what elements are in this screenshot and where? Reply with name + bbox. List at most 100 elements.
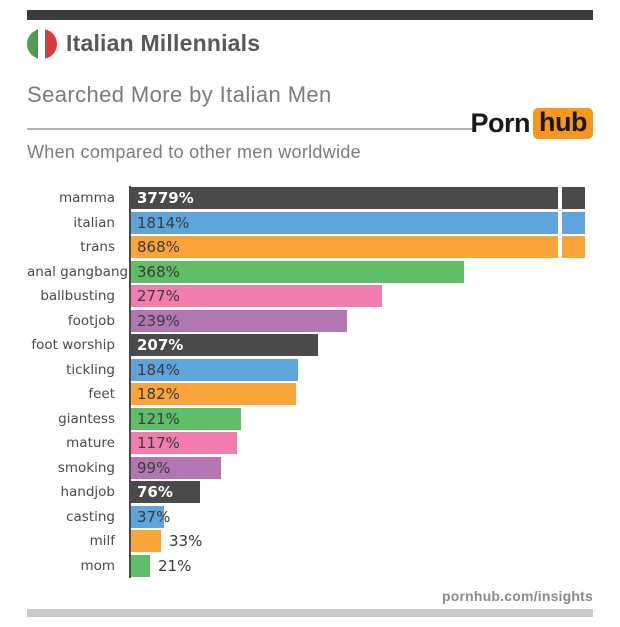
bar-break-cap xyxy=(562,187,585,210)
bar-track: 21% xyxy=(129,554,593,577)
flag-stripe-red xyxy=(45,28,57,59)
bar-rows: mamma 3779% italian 1814% trans 868% anal gang… xyxy=(27,186,593,578)
bar-segment xyxy=(131,260,464,283)
value-label: 117% xyxy=(137,434,180,453)
bar-segment xyxy=(131,334,318,357)
category-label: feet xyxy=(88,386,115,403)
bar-segment xyxy=(131,530,161,553)
bar-track: 121% xyxy=(129,407,593,430)
bar-track: 207% xyxy=(129,334,593,357)
logo-text-porn: Porn xyxy=(470,108,531,138)
chart-subtitle: When compared to other men worldwide xyxy=(27,142,361,162)
chart-row-ballbusting: ballbusting 277% xyxy=(27,284,593,309)
page-title: Italian Millennials xyxy=(66,30,261,56)
value-label: 33% xyxy=(169,532,203,551)
category-label: mom xyxy=(80,557,115,574)
chart-row-mom: mom 21% xyxy=(27,554,593,579)
chart-row-milf: milf 33% xyxy=(27,529,593,554)
bar-break-cap xyxy=(562,211,585,234)
value-label: 207% xyxy=(137,336,184,355)
italian-flag-icon xyxy=(27,28,57,59)
chart-title: Searched More by Italian Men xyxy=(27,82,332,107)
bar-track: 117% xyxy=(129,432,593,455)
bar-break-cap xyxy=(562,236,585,259)
chart-row-mamma: mamma 3779% xyxy=(27,186,593,211)
bar-segment xyxy=(131,358,298,381)
bar-segment xyxy=(131,309,347,332)
chart-row-footjob: footjob 239% xyxy=(27,309,593,334)
chart-row-feet: feet 182% xyxy=(27,382,593,407)
value-label: 99% xyxy=(137,458,171,477)
chart-row-italian: italian 1814% xyxy=(27,211,593,236)
category-label: footjob xyxy=(67,312,115,329)
value-label: 76% xyxy=(137,483,173,502)
category-label: foot worship xyxy=(31,337,115,354)
bar-track: 239% xyxy=(129,309,593,332)
flag-stripe-white xyxy=(38,28,46,59)
bar-track: 3779% xyxy=(129,187,593,210)
chart-row-anal-gangbang: anal gangbang 368% xyxy=(27,260,593,285)
chart-row-smoking: smoking 99% xyxy=(27,456,593,481)
chart-row-tickling: tickling 184% xyxy=(27,358,593,383)
flag-stripe-green xyxy=(27,28,39,59)
bar-track: 76% xyxy=(129,481,593,504)
category-label: tickling xyxy=(66,361,115,378)
bar-segment xyxy=(131,236,558,259)
value-label: 868% xyxy=(137,238,180,257)
top-accent-bar xyxy=(27,10,593,20)
bar-segment xyxy=(131,285,382,308)
bar-track: 368% xyxy=(129,260,593,283)
bar-segment xyxy=(131,456,221,479)
value-label: 277% xyxy=(137,287,180,306)
bottom-accent-bar xyxy=(27,609,593,617)
bar-track: 33% xyxy=(129,530,593,553)
value-label: 3779% xyxy=(137,189,194,208)
bar-segment xyxy=(131,481,200,504)
category-label: mature xyxy=(66,435,115,452)
category-label: milf xyxy=(89,533,115,550)
category-label: casting xyxy=(66,508,115,525)
pornhub-logo: Porn hub xyxy=(470,108,593,139)
value-label: 182% xyxy=(137,385,180,404)
value-label: 121% xyxy=(137,409,180,428)
category-label: mamma xyxy=(59,190,115,207)
bar-segment xyxy=(131,432,237,455)
category-label: italian xyxy=(73,214,115,231)
chart-row-handjob: handjob 76% xyxy=(27,480,593,505)
bar-segment xyxy=(131,211,558,234)
source-url: pornhub.com/insights xyxy=(442,588,593,604)
logo-badge-hub: hub xyxy=(533,108,593,139)
value-label: 239% xyxy=(137,311,180,330)
bar-track: 37% xyxy=(129,505,593,528)
header: Italian Millennials xyxy=(27,28,260,59)
chart-row-casting: casting 37% xyxy=(27,505,593,530)
y-axis-line xyxy=(129,186,131,578)
bar-track: 182% xyxy=(129,383,593,406)
value-label: 37% xyxy=(137,507,171,526)
value-label: 368% xyxy=(137,262,180,281)
bar-segment xyxy=(131,505,164,528)
bar-segment xyxy=(131,554,150,577)
chart-row-mature: mature 117% xyxy=(27,431,593,456)
value-label: 21% xyxy=(158,556,192,575)
category-label: ballbusting xyxy=(40,288,115,305)
bar-track: 99% xyxy=(129,456,593,479)
bar-track: 868% xyxy=(129,236,593,259)
value-label: 184% xyxy=(137,360,180,379)
category-label: trans xyxy=(80,239,115,256)
chart-row-giantess: giantess 121% xyxy=(27,407,593,432)
bar-track: 277% xyxy=(129,285,593,308)
bar-chart: mamma 3779% italian 1814% trans 868% anal gang… xyxy=(27,186,593,578)
bar-segment xyxy=(131,407,241,430)
bar-segment xyxy=(131,383,296,406)
bar-track: 184% xyxy=(129,358,593,381)
category-label: handjob xyxy=(60,484,115,501)
divider-line xyxy=(27,128,475,130)
bar-segment xyxy=(131,187,558,210)
chart-row-trans: trans 868% xyxy=(27,235,593,260)
category-label: anal gangbang xyxy=(27,263,129,280)
bar-track: 1814% xyxy=(129,211,593,234)
category-label: smoking xyxy=(57,459,115,476)
value-label: 1814% xyxy=(137,213,190,232)
